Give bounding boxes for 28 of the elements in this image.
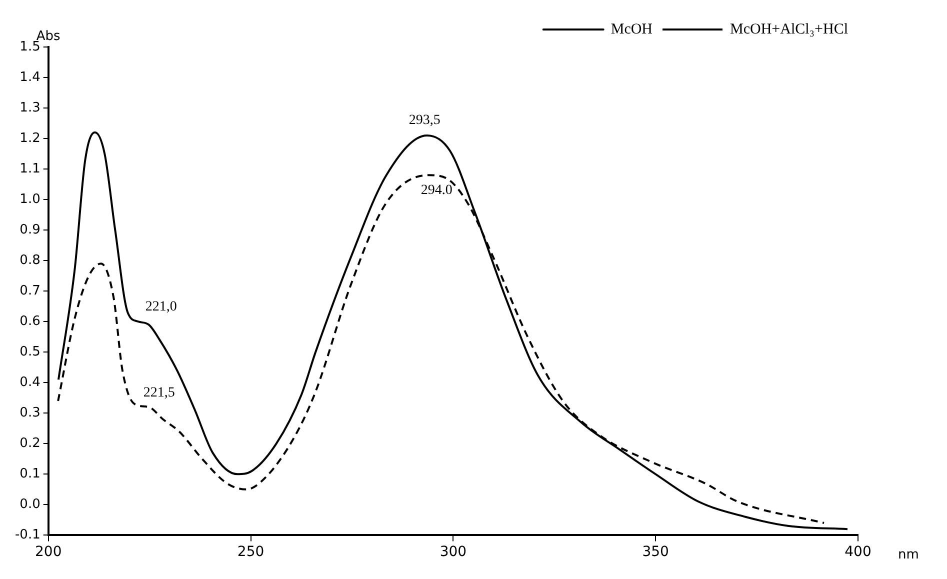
annotation: 221,5 [143,386,175,401]
y-tick-label: 0.3 [20,406,40,421]
x-tick-label: 250 [237,544,264,560]
y-tick-label: 0.2 [20,436,40,452]
y-tick-label: 0.7 [20,283,40,298]
y-tick-label: 1.1 [20,161,40,176]
y-tick-label: 0.8 [20,252,40,268]
y-tick-label: 0.5 [20,344,40,360]
y-tick-label: 1.2 [20,130,40,146]
y-tick-label: 1.3 [20,100,40,116]
y-tick-label: 0.1 [20,466,40,482]
x-tick-label: 300 [440,544,467,560]
annotation: 221,0 [145,299,177,314]
legend-label: McOH [610,21,653,38]
x-tick-label: 350 [642,544,669,560]
x-axis-title: nm [898,548,919,563]
x-tick-label: 400 [844,544,872,560]
legend-label: McOH+AlCl₃+HCl [730,21,848,38]
y-tick-label: 0.9 [20,222,40,238]
annotation: 293,5 [408,113,440,128]
y-tick-label: -0.1 [14,528,40,543]
annotation: 294.0 [420,182,452,198]
y-tick-label: 0.4 [20,375,40,390]
y-tick-label: 0.6 [20,314,40,329]
y-tick-label: 0.0 [20,497,40,512]
y-tick-label: 1.0 [20,192,40,207]
y-tick-label: 1.4 [20,70,40,85]
x-tick-label: 200 [35,544,62,560]
